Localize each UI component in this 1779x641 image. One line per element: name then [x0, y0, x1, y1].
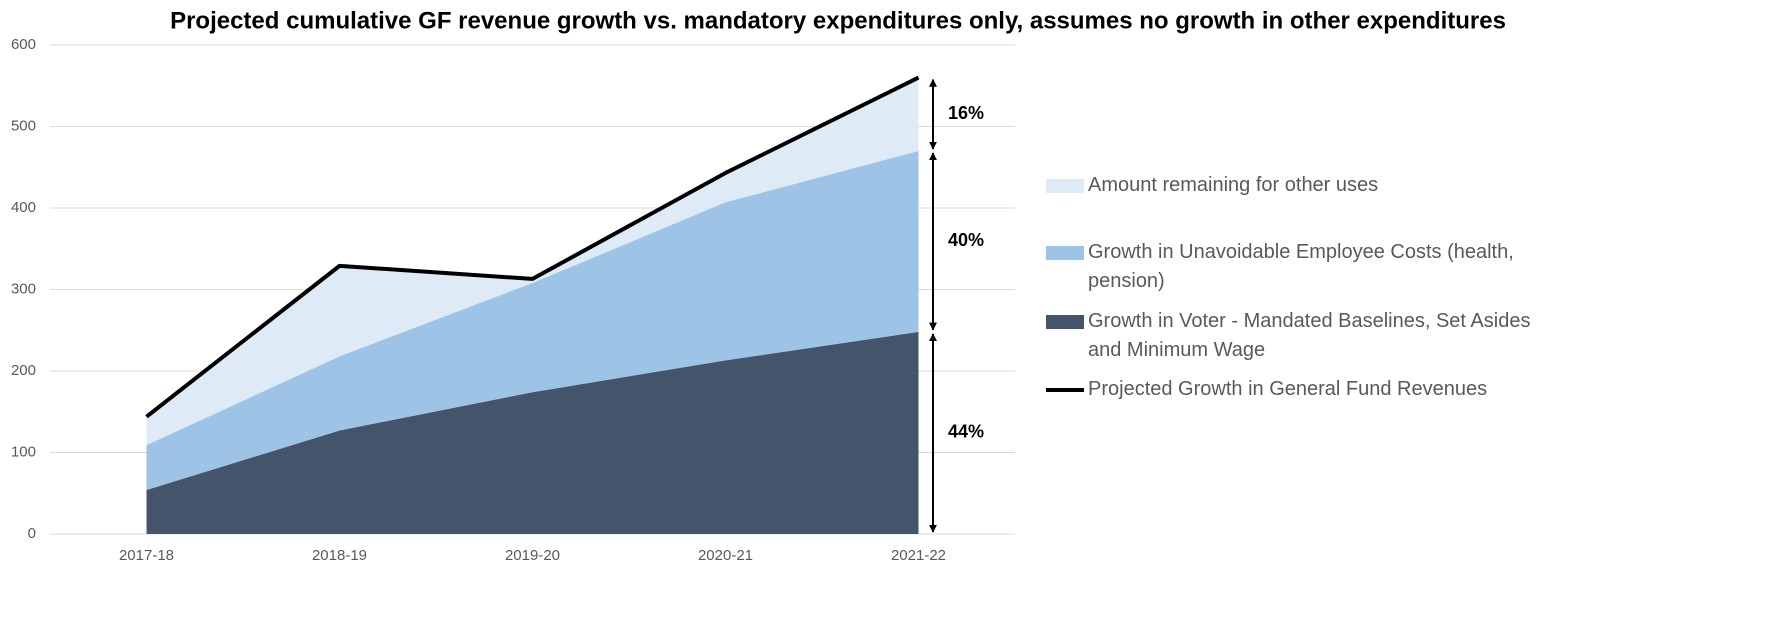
annotation: 16%: [948, 103, 984, 123]
legend-swatch: [1046, 246, 1084, 260]
x-tick-label: 2019-20: [505, 547, 560, 564]
x-tick-label: 2020-21: [698, 547, 753, 564]
y-tick-label: 200: [11, 362, 36, 379]
annotation: 40%: [948, 230, 984, 250]
line: [145, 75, 920, 419]
legend-label: Projected Growth in General Fund Revenue…: [1088, 378, 1488, 400]
legend-swatch: [1046, 315, 1084, 329]
x-tick-label: 2018-19: [312, 547, 367, 564]
area: [146, 77, 919, 446]
y-tick-label: 500: [11, 117, 36, 134]
area: [146, 150, 919, 490]
y-tick-label: 600: [11, 36, 36, 53]
legend-label: Growth in Unavoidable Employee Costs (he…: [1088, 241, 1514, 292]
y-tick-label: 0: [28, 525, 36, 542]
legend-label: Growth in Voter - Mandated Baselines, Se…: [1088, 310, 1531, 361]
annotation: 44%: [948, 422, 984, 442]
y-tick-label: 300: [11, 280, 36, 297]
y-tick-label: 100: [11, 443, 36, 460]
legend-label: Amount remaining for other uses: [1088, 174, 1379, 196]
legend-swatch: [1046, 179, 1084, 193]
x-tick-label: 2021-22: [891, 547, 946, 564]
y-tick-label: 400: [11, 199, 36, 216]
x-tick-label: 2017-18: [119, 547, 174, 564]
chart-title: Projected cumulative GF revenue growth v…: [170, 7, 1506, 34]
area: [146, 331, 919, 534]
